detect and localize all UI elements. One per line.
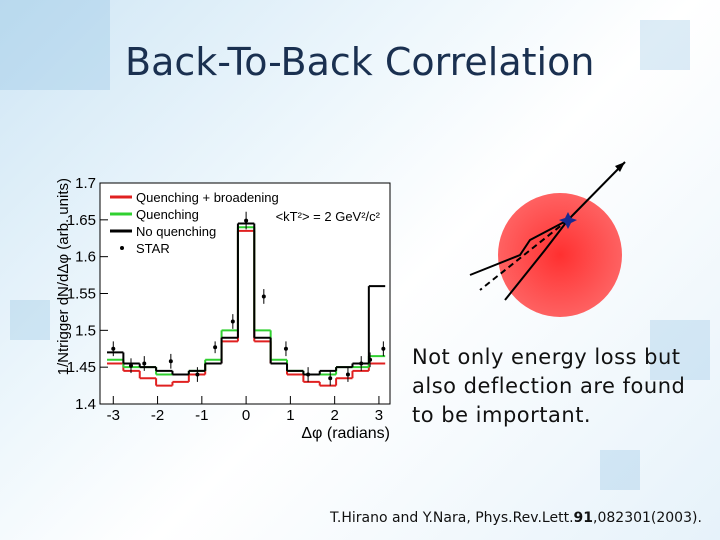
y-tick-label: 1.55 xyxy=(67,286,96,303)
x-tick-label: 1 xyxy=(286,407,294,424)
legend-label: Quenching xyxy=(136,207,199,222)
legend-label: Quenching + broadening xyxy=(136,190,279,205)
y-tick-label: 1.7 xyxy=(75,175,96,192)
data-point xyxy=(111,346,116,351)
data-point xyxy=(306,372,311,377)
data-point xyxy=(328,376,333,381)
data-point xyxy=(261,294,266,299)
y-tick-label: 1.5 xyxy=(75,322,96,339)
data-point xyxy=(345,372,350,377)
data-point xyxy=(168,359,173,364)
deflection-diagram xyxy=(469,161,626,317)
x-tick-label: -1 xyxy=(195,407,208,424)
y-tick-label: 1.65 xyxy=(67,212,96,229)
citation-volume: 91 xyxy=(573,510,594,526)
x-tick-label: 2 xyxy=(330,407,338,424)
y-tick-label: 1.4 xyxy=(75,396,96,413)
x-tick-label: -2 xyxy=(151,407,164,424)
data-point xyxy=(195,372,200,377)
data-point xyxy=(283,346,288,351)
decor xyxy=(10,300,50,340)
decor xyxy=(650,320,710,380)
x-axis-label: Δφ (radians) xyxy=(301,425,390,442)
annotation: <kT²> = 2 GeV²/c² xyxy=(276,209,381,224)
data-point xyxy=(368,357,373,362)
legend-label: No quenching xyxy=(136,224,216,239)
y-axis-label: 1/Ntrigger dN/dΔφ (arb. units) xyxy=(55,178,72,375)
citation-text: T.Hirano and Y.Nara, Phys.Rev.Lett. xyxy=(330,510,574,526)
legend-label: STAR xyxy=(136,241,170,256)
data-point xyxy=(142,361,147,366)
slide-title: Back-To-Back Correlation xyxy=(125,40,595,84)
y-tick-label: 1.45 xyxy=(67,359,96,376)
chart: 1.4 1.45 1.5 1.55 1.6 1.65 1.7 -3 -2 -1 0 1 2 3Δφ (ra… xyxy=(55,175,391,442)
legend-marker xyxy=(120,246,124,250)
decor xyxy=(640,20,690,70)
y-tick-label: 1.6 xyxy=(75,249,96,266)
body-text: Not only energy loss but also deflection… xyxy=(412,345,686,427)
citation-text: ,082301(2003). xyxy=(593,510,702,526)
decor xyxy=(0,0,110,90)
citation: T.Hirano and Y.Nara, Phys.Rev.Lett.91,08… xyxy=(330,510,702,526)
data-point xyxy=(381,346,386,351)
data-point xyxy=(230,319,235,324)
x-tick-label: -3 xyxy=(107,407,120,424)
x-tick-label: 3 xyxy=(375,407,383,424)
x-tick-label: 0 xyxy=(242,407,250,424)
data-point xyxy=(128,363,133,368)
data-point xyxy=(359,361,364,366)
decor xyxy=(600,450,640,490)
data-point xyxy=(244,218,249,223)
data-point xyxy=(213,345,218,350)
